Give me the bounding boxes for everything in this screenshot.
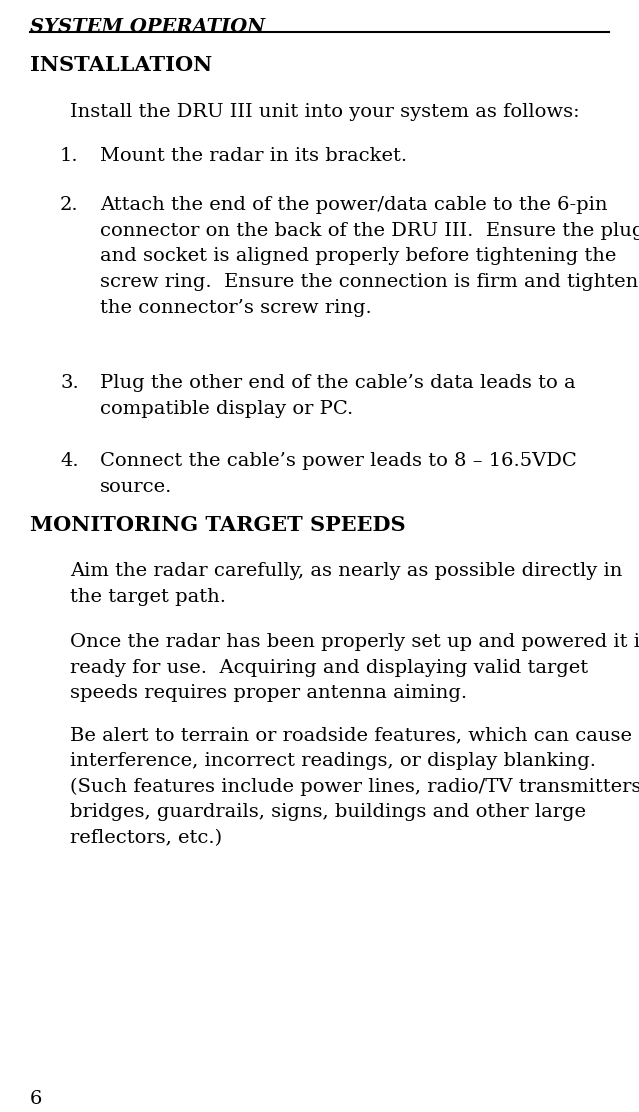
Text: Install the DRU III unit into your system as follows:: Install the DRU III unit into your syste… xyxy=(70,103,580,121)
Text: INSTALLATION: INSTALLATION xyxy=(30,54,212,75)
Text: Mount the radar in its bracket.: Mount the radar in its bracket. xyxy=(100,147,407,165)
Text: 3.: 3. xyxy=(60,374,79,393)
Text: MONITORING TARGET SPEEDS: MONITORING TARGET SPEEDS xyxy=(30,515,406,535)
Text: 1.: 1. xyxy=(60,147,79,165)
Text: Be alert to terrain or roadside features, which can cause
interference, incorrec: Be alert to terrain or roadside features… xyxy=(70,726,639,847)
Text: SYSTEM OPERATION: SYSTEM OPERATION xyxy=(30,18,265,36)
Text: Aim the radar carefully, as nearly as possible directly in
the target path.: Aim the radar carefully, as nearly as po… xyxy=(70,562,622,606)
Text: 6: 6 xyxy=(30,1090,42,1108)
Text: Plug the other end of the cable’s data leads to a
compatible display or PC.: Plug the other end of the cable’s data l… xyxy=(100,374,576,418)
Text: 4.: 4. xyxy=(60,451,79,470)
Text: Once the radar has been properly set up and powered it is
ready for use.  Acquir: Once the radar has been properly set up … xyxy=(70,633,639,703)
Text: Connect the cable’s power leads to 8 – 16.5VDC
source.: Connect the cable’s power leads to 8 – 1… xyxy=(100,451,577,496)
Text: Attach the end of the power/data cable to the 6-pin
connector on the back of the: Attach the end of the power/data cable t… xyxy=(100,196,639,317)
Text: 2.: 2. xyxy=(60,196,79,214)
